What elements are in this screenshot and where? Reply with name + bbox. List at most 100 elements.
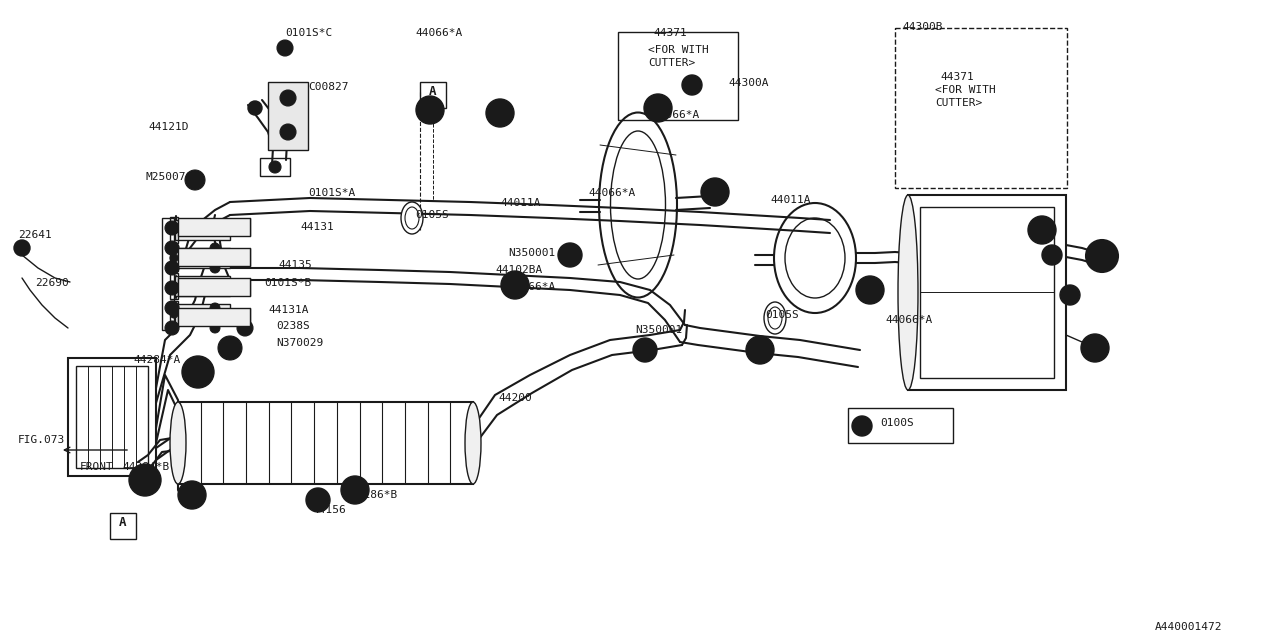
- Circle shape: [276, 40, 293, 56]
- Text: A: A: [119, 516, 127, 529]
- Text: FRONT: FRONT: [81, 462, 114, 472]
- Circle shape: [558, 243, 582, 267]
- Circle shape: [1042, 245, 1062, 265]
- Text: 0105S: 0105S: [765, 310, 799, 320]
- Text: N370029: N370029: [276, 338, 324, 348]
- Circle shape: [170, 310, 178, 318]
- Circle shape: [340, 476, 369, 504]
- Circle shape: [416, 96, 444, 124]
- Bar: [170, 245, 178, 271]
- Bar: [260, 158, 291, 176]
- Text: CUTTER>: CUTTER>: [648, 58, 695, 68]
- Text: CUTTER>: CUTTER>: [934, 98, 982, 108]
- Text: FIG.073: FIG.073: [18, 435, 65, 445]
- Text: 44066*A: 44066*A: [508, 282, 556, 292]
- Bar: [163, 218, 174, 330]
- Text: C00827: C00827: [308, 82, 348, 92]
- Circle shape: [634, 338, 657, 362]
- Text: 44371: 44371: [653, 28, 687, 38]
- Circle shape: [640, 345, 650, 355]
- Circle shape: [165, 321, 179, 335]
- Bar: [178, 308, 250, 326]
- Text: 1: 1: [1068, 290, 1073, 300]
- Circle shape: [210, 223, 220, 233]
- Circle shape: [754, 344, 765, 356]
- Text: N350001: N350001: [635, 325, 682, 335]
- Bar: [178, 278, 250, 296]
- Text: 0238S: 0238S: [276, 321, 310, 331]
- Ellipse shape: [764, 302, 786, 334]
- Text: 44135: 44135: [278, 260, 312, 270]
- Circle shape: [129, 464, 161, 496]
- Text: <FOR WITH: <FOR WITH: [934, 85, 996, 95]
- Bar: [895, 28, 1068, 188]
- Circle shape: [509, 279, 521, 291]
- Circle shape: [189, 364, 206, 380]
- Circle shape: [210, 323, 220, 333]
- Circle shape: [165, 281, 179, 295]
- Text: 44300A: 44300A: [728, 78, 768, 88]
- Bar: [920, 207, 1053, 378]
- Text: M250076: M250076: [145, 172, 192, 182]
- Circle shape: [424, 104, 436, 116]
- Circle shape: [210, 263, 220, 273]
- Circle shape: [210, 243, 220, 253]
- Circle shape: [1094, 248, 1110, 264]
- Text: 0100S: 0100S: [881, 418, 914, 428]
- Circle shape: [170, 226, 178, 234]
- Text: 44300B: 44300B: [902, 22, 942, 32]
- Circle shape: [237, 320, 253, 336]
- Text: 44066*A: 44066*A: [652, 110, 699, 120]
- Bar: [175, 304, 230, 324]
- Circle shape: [137, 472, 154, 488]
- Circle shape: [852, 416, 872, 436]
- Bar: [170, 301, 178, 327]
- Text: 1: 1: [859, 421, 865, 431]
- Circle shape: [210, 283, 220, 293]
- Text: 1: 1: [689, 80, 695, 90]
- Circle shape: [165, 261, 179, 275]
- Bar: [175, 276, 230, 296]
- Circle shape: [186, 488, 198, 502]
- Bar: [178, 248, 250, 266]
- Text: 44066*A: 44066*A: [884, 315, 932, 325]
- Circle shape: [178, 481, 206, 509]
- Bar: [268, 82, 308, 150]
- Text: 44066*A: 44066*A: [415, 28, 462, 38]
- Circle shape: [182, 356, 214, 388]
- Circle shape: [682, 75, 701, 95]
- Circle shape: [1036, 224, 1048, 236]
- Text: 44066*A: 44066*A: [588, 188, 635, 198]
- Circle shape: [644, 94, 672, 122]
- Bar: [178, 402, 474, 484]
- Circle shape: [165, 301, 179, 315]
- Text: 44121D: 44121D: [148, 122, 188, 132]
- Bar: [110, 513, 136, 539]
- Circle shape: [210, 303, 220, 313]
- Bar: [68, 358, 156, 476]
- Circle shape: [165, 221, 179, 235]
- Text: 44102BA: 44102BA: [495, 265, 543, 275]
- Text: 1: 1: [1050, 250, 1055, 260]
- Circle shape: [1060, 285, 1080, 305]
- Text: 0105S: 0105S: [415, 210, 449, 220]
- Text: 44371: 44371: [940, 72, 974, 82]
- Bar: [618, 32, 739, 120]
- Circle shape: [269, 161, 282, 173]
- Text: 0101S*B: 0101S*B: [264, 278, 311, 288]
- Text: 22690: 22690: [35, 278, 69, 288]
- Text: <FOR WITH: <FOR WITH: [648, 45, 709, 55]
- Bar: [76, 366, 148, 468]
- Circle shape: [312, 494, 324, 506]
- Circle shape: [225, 343, 236, 353]
- Text: 44284*A: 44284*A: [133, 355, 180, 365]
- Bar: [170, 217, 178, 243]
- Circle shape: [170, 254, 178, 262]
- Text: 44156: 44156: [312, 505, 346, 515]
- Ellipse shape: [899, 195, 918, 390]
- Ellipse shape: [170, 402, 186, 484]
- Text: 44284*B: 44284*B: [122, 462, 169, 472]
- Text: A440001472: A440001472: [1155, 622, 1222, 632]
- Circle shape: [500, 271, 529, 299]
- Circle shape: [348, 483, 362, 497]
